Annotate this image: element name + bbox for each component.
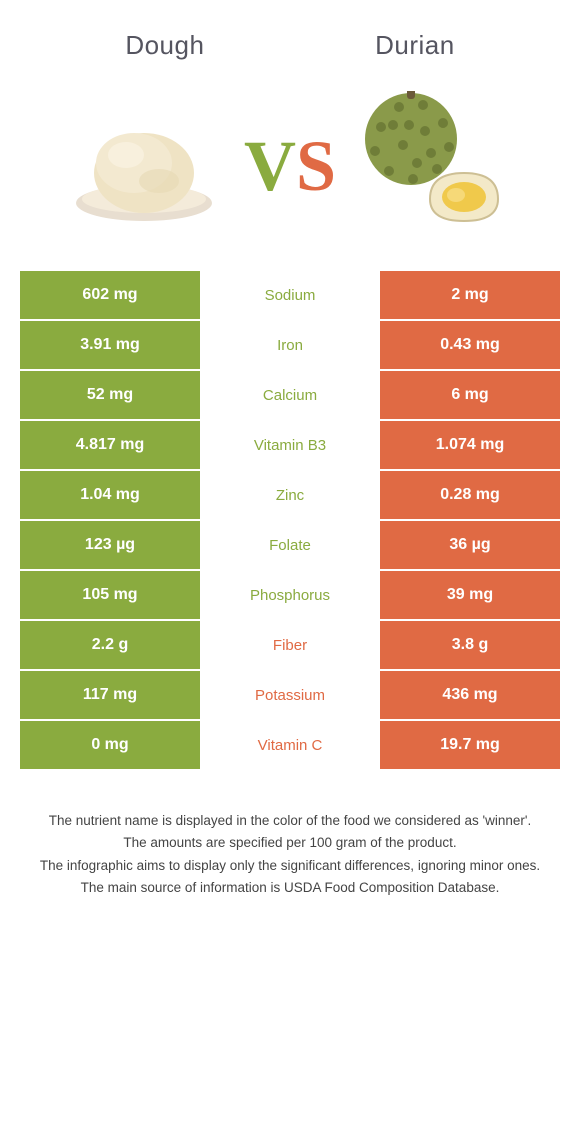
nutrient-table: 602 mgSodium2 mg3.91 mgIron0.43 mg52 mgC… (20, 271, 560, 771)
nutrient-row: 2.2 gFiber3.8 g (20, 621, 560, 671)
comparison-images: VS (0, 71, 580, 271)
note-line: The nutrient name is displayed in the co… (30, 811, 550, 831)
nutrient-label: Fiber (200, 621, 380, 669)
left-value: 3.91 mg (20, 321, 200, 369)
right-value: 3.8 g (380, 621, 560, 669)
right-value: 36 µg (380, 521, 560, 569)
left-value: 602 mg (20, 271, 200, 319)
nutrient-label: Folate (200, 521, 380, 569)
vs-label: VS (244, 130, 336, 202)
right-value: 1.074 mg (380, 421, 560, 469)
dough-image (64, 91, 224, 241)
right-value: 0.43 mg (380, 321, 560, 369)
left-value: 52 mg (20, 371, 200, 419)
nutrient-label: Iron (200, 321, 380, 369)
right-value: 2 mg (380, 271, 560, 319)
left-value: 1.04 mg (20, 471, 200, 519)
right-value: 6 mg (380, 371, 560, 419)
right-food-title: Durian (375, 30, 455, 61)
note-line: The amounts are specified per 100 gram o… (30, 833, 550, 853)
left-value: 2.2 g (20, 621, 200, 669)
nutrient-row: 1.04 mgZinc0.28 mg (20, 471, 560, 521)
nutrient-label: Sodium (200, 271, 380, 319)
nutrient-label: Calcium (200, 371, 380, 419)
nutrient-label: Vitamin B3 (200, 421, 380, 469)
nutrient-row: 3.91 mgIron0.43 mg (20, 321, 560, 371)
right-value: 39 mg (380, 571, 560, 619)
nutrient-label: Phosphorus (200, 571, 380, 619)
nutrient-label: Zinc (200, 471, 380, 519)
nutrient-row: 602 mgSodium2 mg (20, 271, 560, 321)
left-value: 0 mg (20, 721, 200, 769)
nutrient-row: 105 mgPhosphorus39 mg (20, 571, 560, 621)
nutrient-row: 4.817 mgVitamin B31.074 mg (20, 421, 560, 471)
note-line: The main source of information is USDA F… (30, 878, 550, 898)
right-value: 19.7 mg (380, 721, 560, 769)
nutrient-label: Potassium (200, 671, 380, 719)
header-titles: Dough Durian (0, 0, 580, 71)
right-value: 436 mg (380, 671, 560, 719)
left-value: 123 µg (20, 521, 200, 569)
left-value: 4.817 mg (20, 421, 200, 469)
nutrient-row: 0 mgVitamin C19.7 mg (20, 721, 560, 771)
right-value: 0.28 mg (380, 471, 560, 519)
nutrient-label: Vitamin C (200, 721, 380, 769)
vs-s: S (296, 130, 336, 202)
nutrient-row: 52 mgCalcium6 mg (20, 371, 560, 421)
note-line: The infographic aims to display only the… (30, 856, 550, 876)
left-food-title: Dough (125, 30, 204, 61)
vs-v: V (244, 130, 296, 202)
nutrient-row: 123 µgFolate36 µg (20, 521, 560, 571)
left-value: 117 mg (20, 671, 200, 719)
nutrient-row: 117 mgPotassium436 mg (20, 671, 560, 721)
footer-notes: The nutrient name is displayed in the co… (30, 811, 550, 898)
durian-image (356, 91, 516, 241)
left-value: 105 mg (20, 571, 200, 619)
